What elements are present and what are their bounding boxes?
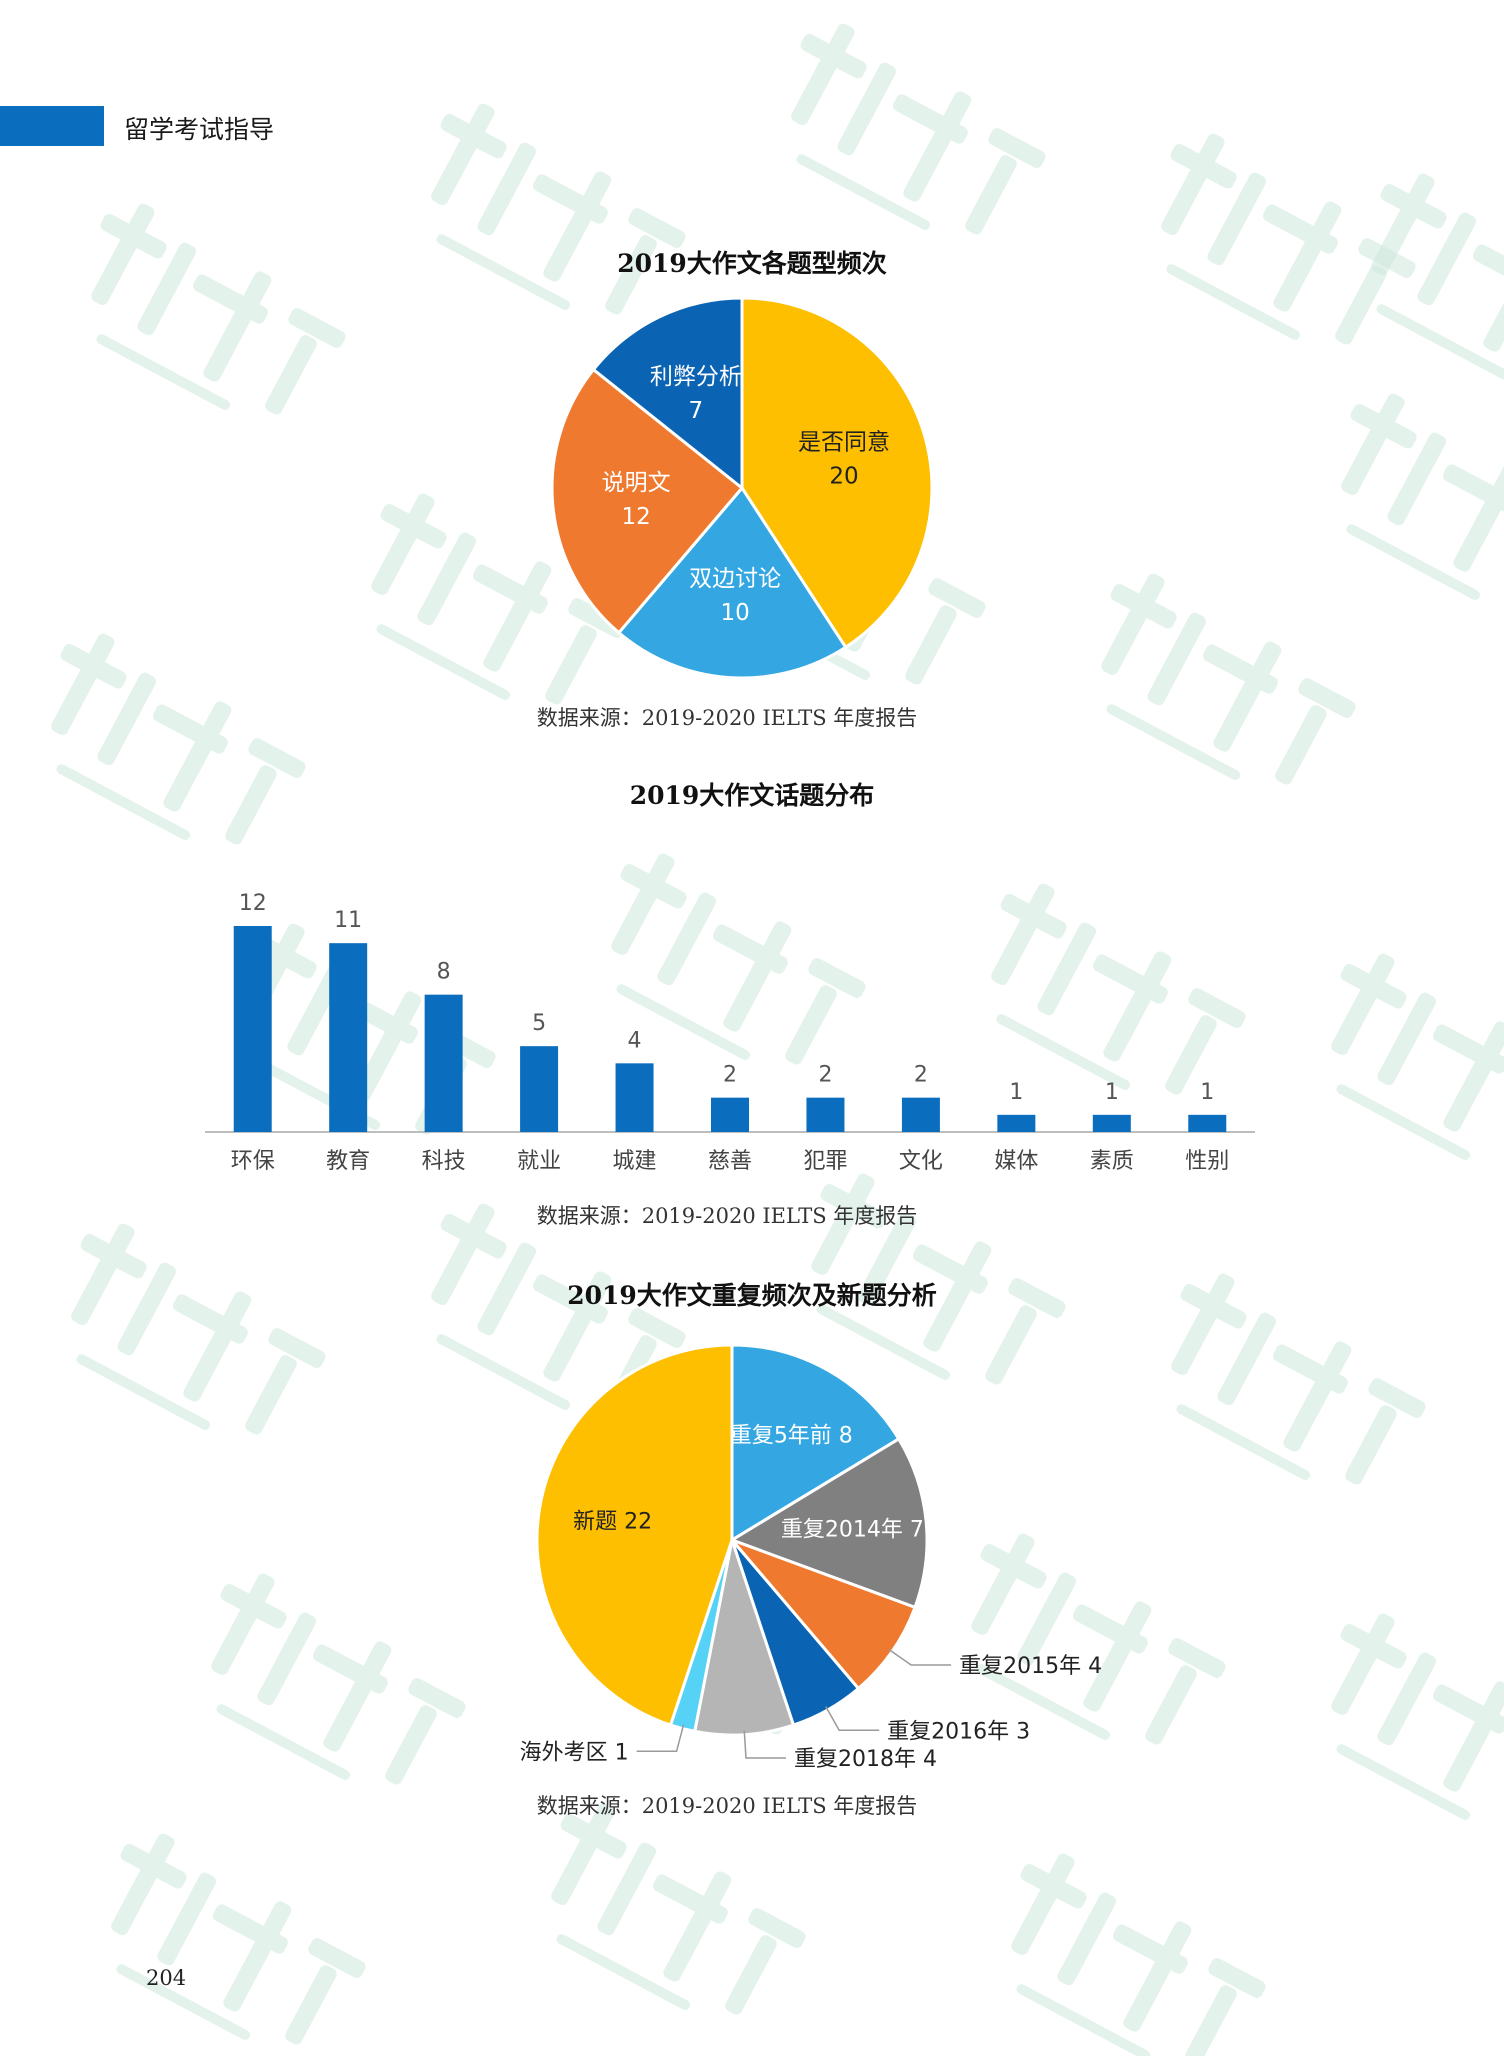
bar-value-label: 1 (1200, 1080, 1214, 1105)
slice-label: 利弊分析 (650, 364, 742, 390)
leader-line (636, 1724, 685, 1753)
bar (806, 1097, 845, 1132)
watermark-logo (111, 1833, 366, 2045)
pie-slice (535, 1343, 734, 1727)
pie-slice (730, 1343, 901, 1543)
category-label: 科技 (422, 1149, 466, 1174)
category-label: 性别 (1185, 1149, 1229, 1174)
category-label: 教育 (326, 1149, 370, 1174)
category-label: 城建 (613, 1149, 657, 1174)
chart2-source: 数据来源：2019-2020 IELTS 年度报告 (536, 1204, 918, 1228)
slice-label: 双边讨论 (689, 566, 781, 592)
watermark-logo (551, 1803, 806, 2015)
slice-label: 海外考区 1 (520, 1740, 629, 1765)
bar (1188, 1114, 1227, 1132)
bar-value-label: 2 (818, 1063, 832, 1088)
header-accent-bar (0, 106, 104, 146)
chart1-title: 2019大作文各题型频次 (617, 249, 887, 278)
bar-value-label: 1 (1105, 1080, 1119, 1105)
bar (615, 1063, 654, 1132)
slice-label: 重复5年前 8 (730, 1424, 853, 1449)
slice-label: 说明文 (602, 470, 671, 496)
bar-value-label: 2 (914, 1063, 928, 1088)
watermark-logo (1011, 1853, 1266, 2056)
bar-value-label: 5 (532, 1011, 546, 1036)
chart1-pie: 是否同意 20 双边讨论 10 说明文 12 利弊分析 7 (550, 296, 934, 680)
slice-value: 10 (721, 600, 750, 626)
chart2-title: 2019大作文话题分布 (629, 781, 875, 810)
category-label: 文化 (899, 1149, 943, 1174)
category-label: 犯罪 (803, 1149, 847, 1174)
slice-value: 7 (689, 398, 704, 424)
category-label: 素质 (1090, 1149, 1134, 1174)
chart3-source: 数据来源：2019-2020 IELTS 年度报告 (536, 1794, 918, 1818)
chart2-bar: 12 环保 11 教育 8 科技 5 就业 4 城建 2 慈善 2 犯罪 2 文化 1 媒体 1 素质 1 性别 (205, 891, 1255, 1174)
slice-label: 重复2014年 7 (781, 1517, 924, 1542)
category-label: 环保 (231, 1149, 275, 1174)
bar (520, 1046, 559, 1132)
bar (711, 1097, 749, 1132)
bar-value-label: 4 (628, 1028, 642, 1053)
bar (901, 1097, 940, 1132)
category-label: 媒体 (994, 1149, 1038, 1174)
slice-label: 重复2018年 4 (794, 1747, 937, 1772)
leader-line (888, 1648, 952, 1666)
slice-label: 是否同意 (798, 430, 890, 456)
category-label: 就业 (517, 1149, 561, 1174)
chart1-source: 数据来源：2019-2020 IELTS 年度报告 (536, 706, 918, 730)
pie-slice (591, 296, 744, 492)
bar (233, 926, 272, 1132)
slice-value: 20 (829, 464, 858, 490)
slice-label: 新题 22 (573, 1510, 652, 1535)
slice-label: 重复2015年 4 (959, 1654, 1102, 1679)
pie-slice (728, 1436, 929, 1610)
page-number: 204 (146, 1966, 187, 1990)
leader-line (825, 1706, 880, 1732)
pie-slice (616, 485, 848, 680)
bar-value-label: 1 (1009, 1080, 1023, 1105)
bar-value-label: 12 (239, 891, 267, 916)
category-label: 慈善 (708, 1149, 752, 1174)
leader-line (743, 1730, 786, 1759)
slice-label: 重复2016年 3 (887, 1719, 1030, 1744)
bar-value-label: 11 (334, 908, 362, 933)
watermark-logo (791, 23, 1046, 235)
bar (997, 1114, 1036, 1132)
bar (329, 943, 368, 1132)
chart3-title: 2019大作文重复频次及新题分析 (567, 1281, 937, 1310)
bar (424, 994, 463, 1132)
bar-value-label: 2 (723, 1063, 737, 1088)
bar (1092, 1114, 1131, 1132)
slice-value: 12 (621, 504, 650, 530)
section-label: 留学考试指导 (124, 115, 275, 144)
bar-value-label: 8 (437, 960, 451, 985)
pie-slice (550, 367, 745, 635)
chart3-pie: 重复5年前 8 重复2014年 7 重复2015年 4 重复2016年 3 重复2018… (520, 1343, 1102, 1772)
